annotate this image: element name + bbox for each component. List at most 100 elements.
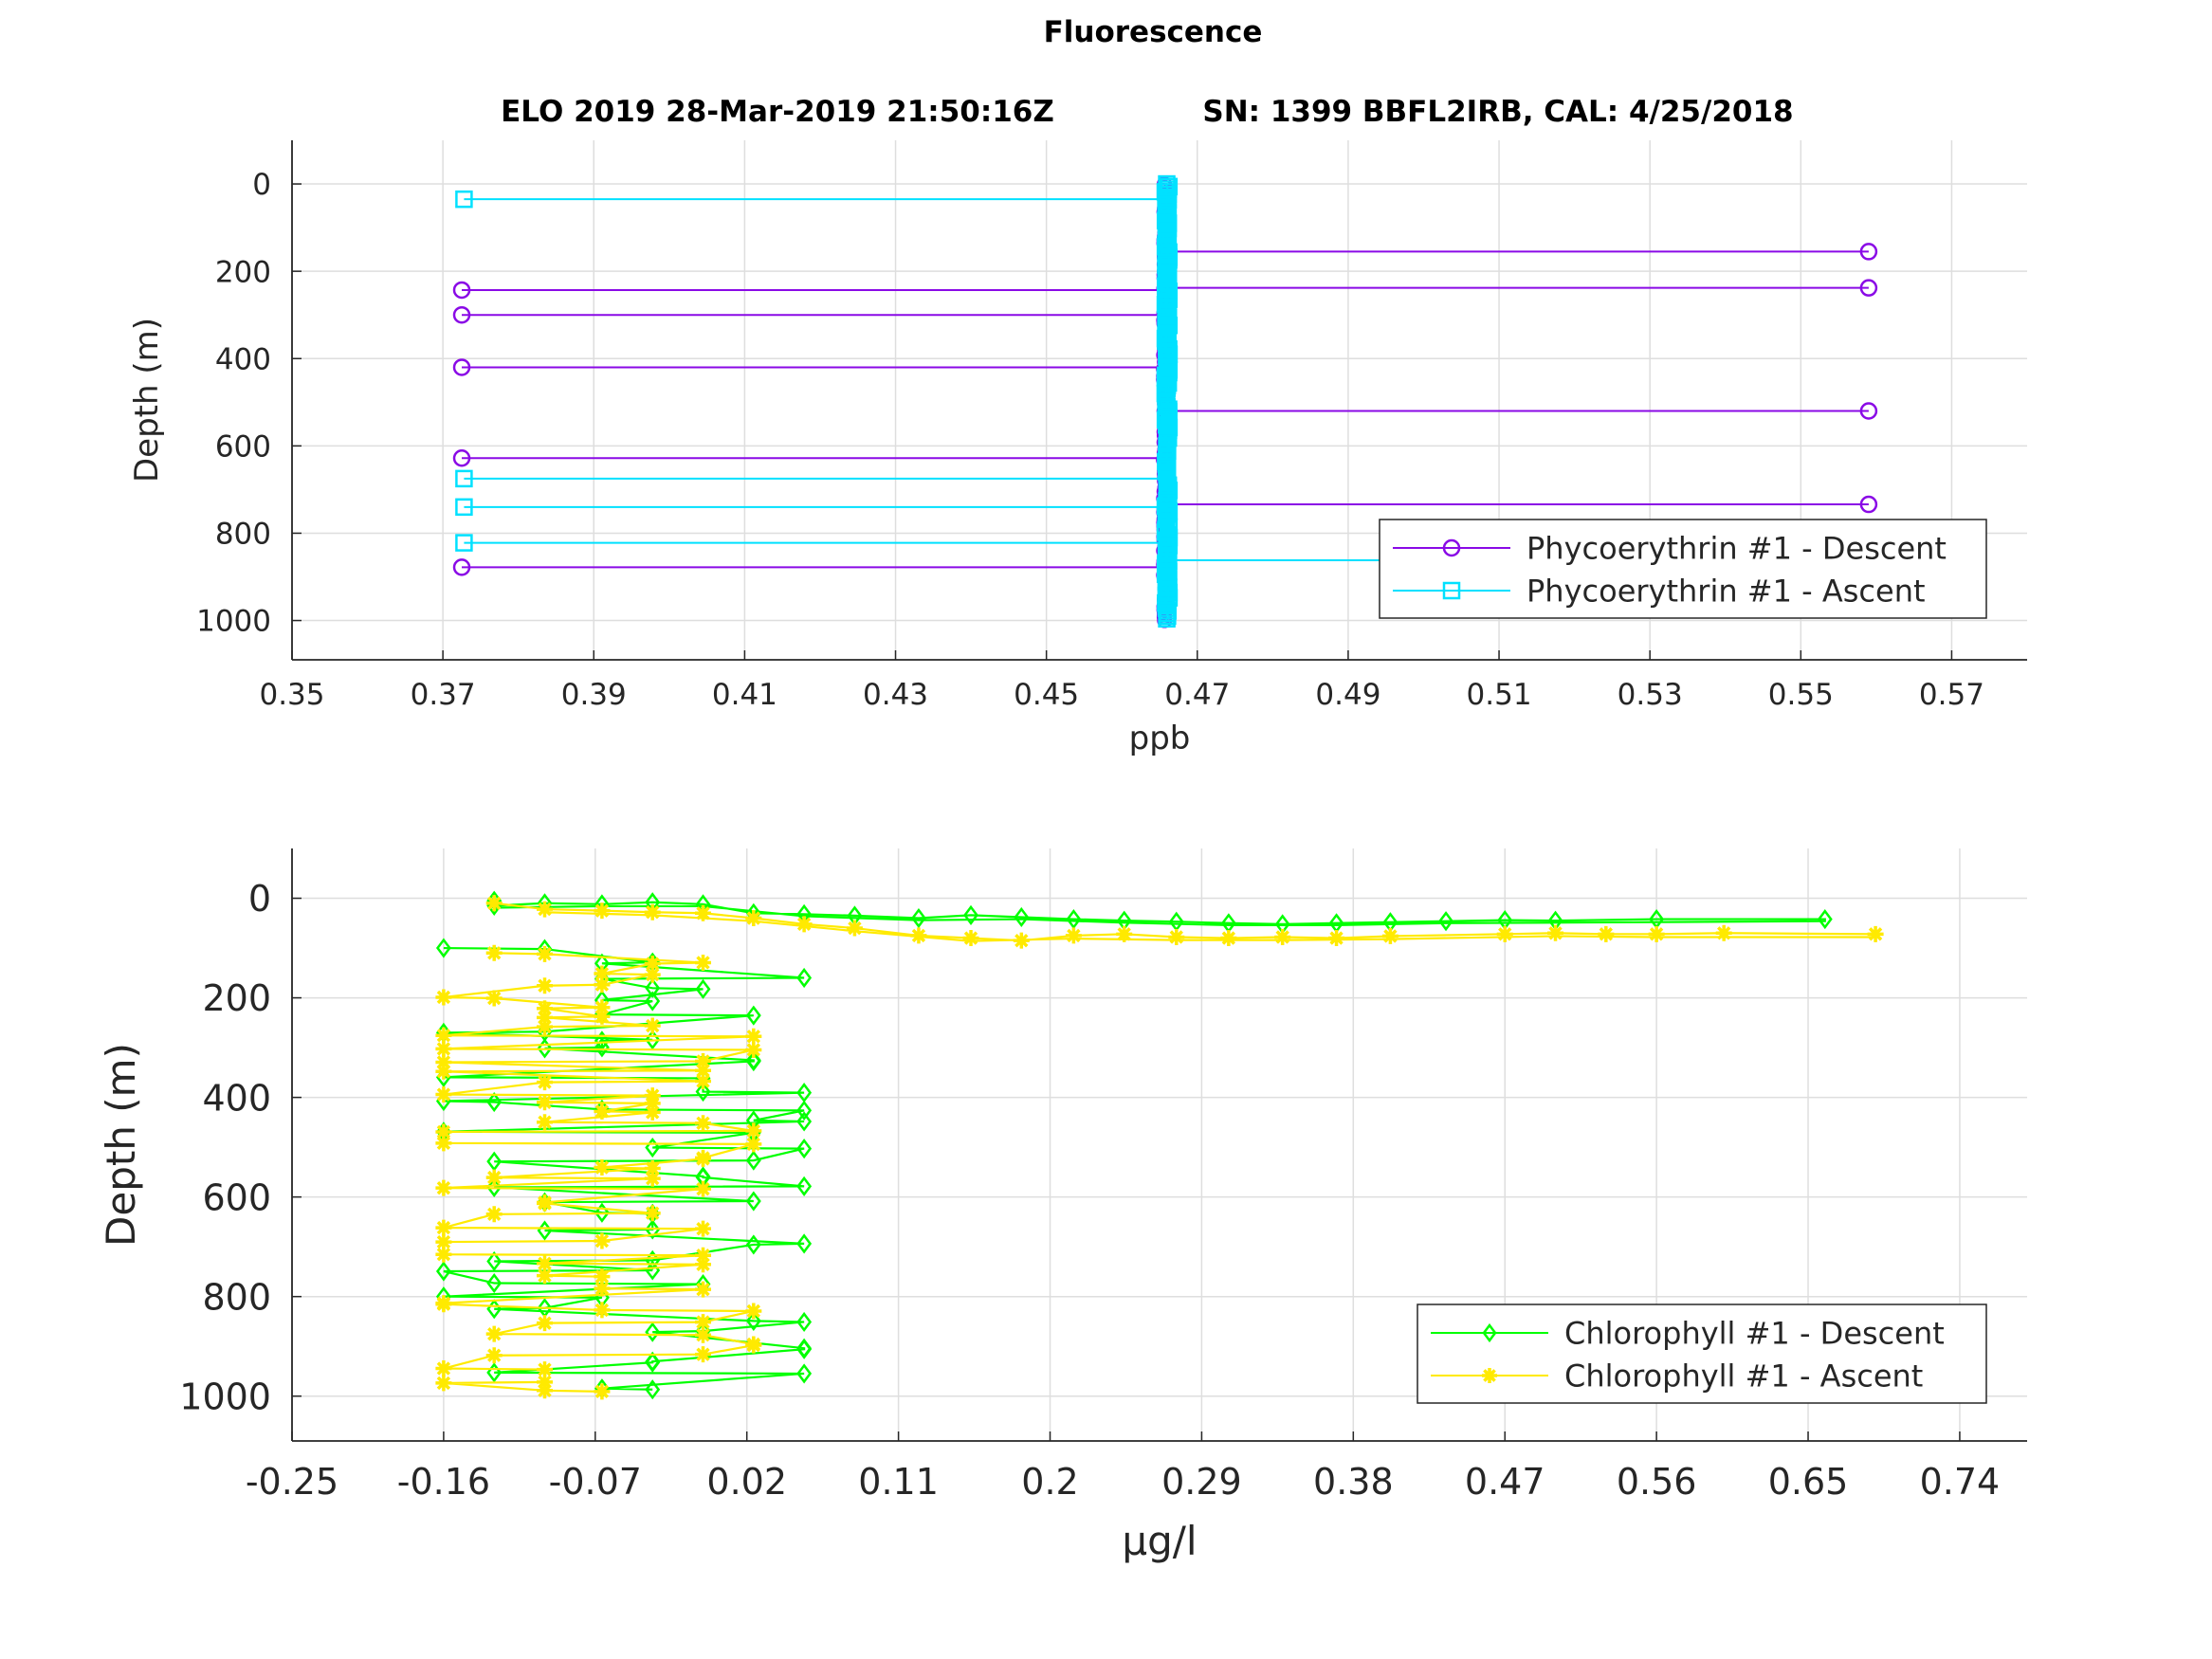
data-point [594,1037,610,1058]
data-point [796,1339,813,1359]
x-tick-label: 0.65 [1768,1461,1849,1503]
y-tick-label: 0 [248,878,271,920]
data-point [695,1115,712,1132]
data-point [796,1111,813,1132]
data-point [1715,924,1732,941]
data-point [435,1233,452,1250]
y-tick-label: 400 [202,1077,271,1119]
data-point [594,1202,610,1223]
data-point [796,1363,813,1384]
data-point [1547,924,1564,941]
data-point [435,1053,452,1070]
data-point [1220,930,1237,947]
y-tick-label: 600 [215,430,271,465]
data-point [485,1347,503,1364]
data-point [1274,928,1291,945]
data-point [963,904,978,925]
data-point [645,1379,661,1400]
data-point [486,1091,503,1113]
data-point [1859,243,1878,261]
data-point [594,965,611,982]
data-point [435,1135,452,1152]
data-point [537,1194,554,1212]
data-point [485,944,503,961]
y-tick-label: 800 [215,518,271,552]
legend-marker [1482,1322,1497,1343]
x-tick-label: 0.47 [1164,678,1230,712]
data-point [695,1281,712,1298]
data-point [452,358,471,376]
legend-marker [1442,538,1461,557]
data-point [537,1094,554,1111]
data-point [645,1352,661,1373]
data-point [1859,495,1878,514]
x-axis-label: ppb [1129,720,1191,757]
data-point [644,1095,661,1112]
data-point [695,1256,712,1273]
x-tick-label: 0.29 [1161,1461,1242,1503]
data-point [486,1272,503,1294]
data-point [695,1081,711,1103]
data-point [537,901,554,918]
data-point [695,1326,712,1343]
data-point [435,1375,452,1392]
data-point [435,1261,451,1282]
data-point [645,977,661,998]
data-point [1158,610,1176,628]
data-point [452,448,471,467]
data-point [695,1346,712,1363]
x-tick-label: 0.39 [561,678,627,712]
data-point [1859,402,1878,420]
data-point [745,1150,761,1171]
data-point [745,1337,762,1354]
data-point [452,281,471,300]
data-point [485,990,503,1007]
data-point [962,930,979,947]
data-point [537,1382,554,1399]
data-point [1116,925,1133,942]
x-tick-label: 0.55 [1768,678,1834,712]
data-point [644,903,661,921]
data-point [594,1280,611,1297]
x-tick-label: 0.02 [706,1461,787,1503]
data-point [644,1017,661,1034]
data-point [435,1179,452,1196]
x-tick-label: 0.74 [1920,1461,2001,1503]
y-axis-label: Depth (m) [98,1043,144,1247]
data-point [1381,927,1398,944]
x-tick-label: 0.49 [1315,678,1380,712]
data-point [1066,908,1082,930]
data-point [485,895,503,912]
legend-marker [1482,1368,1497,1383]
data-point [695,954,712,971]
surface-trace [493,901,1826,926]
legend-box [1379,519,1987,619]
data-point [695,904,712,921]
data-point [435,989,452,1006]
data-point [435,1360,452,1377]
data-point [695,1180,712,1197]
data-point [695,1314,712,1331]
data-point [594,1302,611,1319]
data-point [537,1009,554,1026]
data-point [537,1000,554,1017]
y-axis-label: Depth (m) [128,318,166,483]
y-tick-label: 600 [202,1176,271,1218]
x-tick-label: 0.51 [1467,678,1532,712]
data-point [644,1103,661,1121]
data-point [486,1250,503,1272]
phycoerythrin-axes: 0.35 0.37 0.39 0.41 0.43 0.45 0.47 0.49 0.51 0.53… [128,140,2027,757]
data-point [745,1005,761,1026]
data-point [537,1267,554,1285]
x-tick-label: 0.37 [411,678,476,712]
data-point [455,190,473,209]
data-point [594,999,611,1016]
x-tick-label: 0.57 [1919,678,1984,712]
data-point [1014,906,1030,928]
data-point [795,916,813,933]
data-point [537,1018,554,1035]
x-tick-label: -0.25 [246,1461,338,1503]
legend-entry-label: Phycoerythrin #1 - Descent [1526,531,1947,567]
legend-box [1417,1304,1987,1404]
